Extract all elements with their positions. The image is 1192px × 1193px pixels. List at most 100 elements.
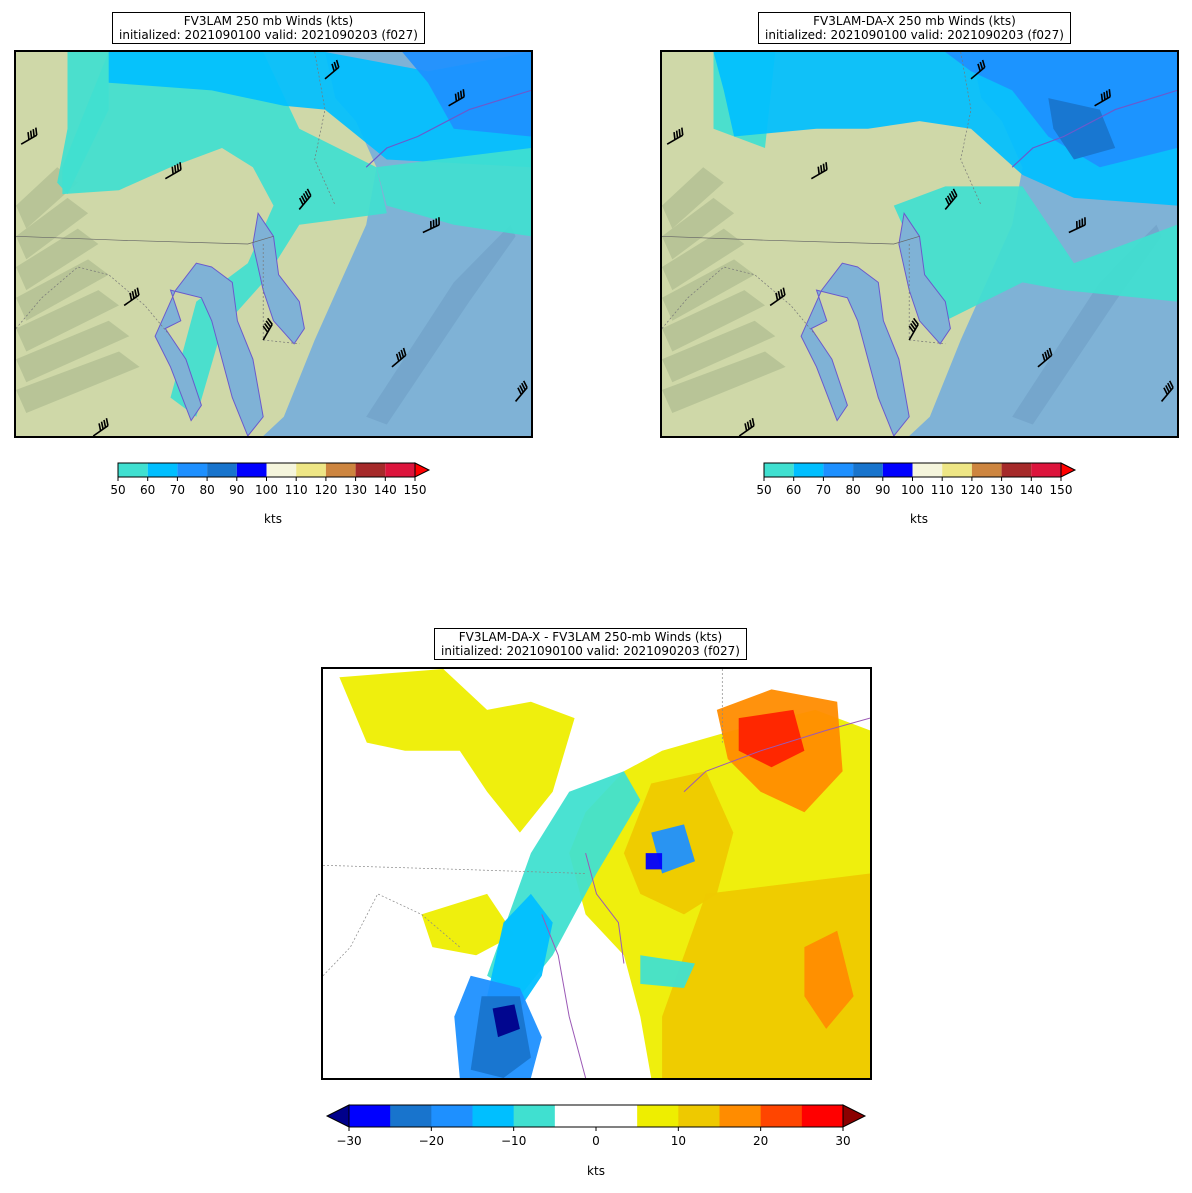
difference-region (645, 853, 663, 870)
colorbar-segment (431, 1105, 473, 1127)
state-border (960, 52, 982, 206)
colorbar-units-label: kts (587, 1164, 605, 1178)
colorbar-segment (971, 463, 1002, 477)
wind-speed-region (402, 52, 531, 137)
delaware-bay (898, 211, 951, 345)
colorbar-extend-low (325, 1104, 350, 1128)
terrain-ridge (662, 197, 735, 260)
difference-region (339, 669, 575, 833)
wind-barb (738, 418, 755, 436)
difference-region (640, 955, 695, 988)
colorbar-segment (177, 463, 208, 477)
state-border (323, 864, 586, 874)
wind-colorbar-left: 50 60 70 80 90 100 110 120 130 140 150 (108, 460, 438, 510)
colorbar-extend-high (842, 1104, 867, 1128)
colorbar-tick-label: 110 (931, 483, 954, 497)
wind-barb (666, 127, 684, 145)
colorbar-tick-label: 60 (140, 483, 155, 497)
colorbar-tick-label: 150 (1050, 483, 1073, 497)
difference-region (421, 893, 515, 956)
colorbar-segment (296, 463, 326, 477)
wind-barb (422, 217, 440, 234)
colorbar-tick-label: 70 (170, 483, 185, 497)
colorbar-segment (472, 1105, 515, 1127)
chesapeake-bay (154, 262, 264, 436)
colorbar-tick-label: 50 (756, 483, 771, 497)
wind-barb (1094, 89, 1111, 107)
terrain-ridge (16, 320, 130, 383)
title-line-2: initialized: 2021090100 valid: 202109020… (119, 28, 418, 42)
title-line-2: initialized: 2021090100 valid: 202109020… (765, 28, 1064, 42)
terrain-ridge (16, 259, 109, 321)
colorbar-tick-label: 90 (875, 483, 890, 497)
colorbar-segment (760, 1105, 803, 1127)
colorbar-segment (882, 463, 913, 477)
colorbar-tick-label: 80 (199, 483, 214, 497)
colorbar-tick-label: 100 (255, 483, 278, 497)
colorbar-segment (1001, 463, 1032, 477)
title-line-1: FV3LAM-DA-X 250 mb Winds (kts) (813, 14, 1016, 28)
colorbar-tick-label: 120 (314, 483, 337, 497)
wind-barb (92, 418, 109, 436)
difference-region (492, 1004, 520, 1038)
colorbar-tick-label: 70 (816, 483, 831, 497)
map-fv3lam-da-x-winds (660, 50, 1179, 438)
colorbar-tick-label: −30 (336, 1134, 361, 1148)
wind-barb (123, 287, 140, 307)
state-border (314, 52, 336, 206)
colorbar-segment (801, 1105, 844, 1127)
colorbar-units-label: kts (264, 512, 282, 526)
title-line-1: FV3LAM 250 mb Winds (kts) (183, 14, 354, 28)
colorbar-segment (596, 1105, 638, 1127)
colorbar-tick-label: 10 (671, 1134, 686, 1148)
colorbar-tick-label: 30 (835, 1134, 850, 1148)
wind-barb (164, 162, 182, 180)
coastline (683, 717, 870, 793)
wind-barb (908, 317, 919, 341)
colorbar-segment (390, 1105, 432, 1127)
terrain-ridge (662, 320, 776, 383)
terrain-ridge (662, 259, 755, 321)
panel-title-fv3lam-da-x: FV3LAM-DA-X 250 mb Winds (kts) initializ… (758, 12, 1071, 44)
colorbar-segment (207, 463, 237, 477)
colorbar-units-label: kts (910, 512, 928, 526)
terrain-ridge (662, 351, 786, 413)
colorbar-tick-label: 140 (374, 483, 397, 497)
colorbar-segment (678, 1105, 720, 1127)
coastline (585, 852, 625, 964)
colorbar-tick-label: −20 (419, 1134, 444, 1148)
title-line-2: initialized: 2021090100 valid: 202109020… (441, 644, 740, 658)
wind-barb (20, 127, 38, 145)
state-border (662, 235, 920, 245)
colorbar-tick-label: 140 (1020, 483, 1043, 497)
terrain-ridge (662, 290, 765, 352)
colorbar-segment (325, 463, 356, 477)
wind-barb (1037, 347, 1053, 368)
colorbar-segment (513, 1105, 556, 1127)
colorbar-tick-label: 50 (110, 483, 125, 497)
colorbar-tick-label: 100 (901, 483, 924, 497)
colorbar-segment (147, 463, 178, 477)
colorbar-tick-label: 0 (592, 1134, 600, 1148)
wind-barb (324, 59, 340, 80)
wind-barb (514, 380, 528, 402)
state-border (323, 893, 461, 977)
map-wind-difference (321, 667, 872, 1080)
colorbar-tick-label: −10 (501, 1134, 526, 1148)
colorbar-segment (912, 463, 943, 477)
panel-title-fv3lam: FV3LAM 250 mb Winds (kts) initialized: 2… (112, 12, 425, 44)
terrain-ridge (16, 197, 89, 260)
colorbar-tick-label: 130 (344, 483, 367, 497)
difference-region (662, 873, 870, 1078)
wind-barb (944, 188, 958, 210)
terrain-ridge (16, 351, 140, 413)
wind-barb (448, 89, 465, 107)
colorbar-segment (236, 463, 267, 477)
wind-colorbar-right: 50 60 70 80 90 100 110 120 130 140 150 (754, 460, 1084, 510)
terrain-ridge (16, 228, 99, 291)
title-line-1: FV3LAM-DA-X - FV3LAM 250-mb Winds (kts) (458, 630, 723, 644)
colorbar-segment (118, 463, 148, 477)
colorbar-extend-arrow (414, 462, 431, 478)
colorbar-segment (719, 1105, 762, 1127)
state-border (16, 266, 171, 337)
